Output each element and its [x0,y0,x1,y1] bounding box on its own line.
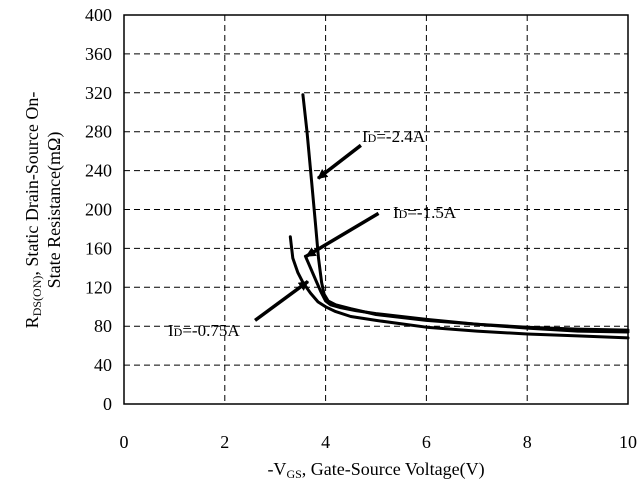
x-tick-label: 4 [321,432,330,452]
y-tick-label: 240 [85,161,112,181]
y-tick-label: 0 [103,394,112,414]
annotation-arrow [305,211,380,258]
y-tick-label: 40 [94,355,112,375]
y-tick-label: 320 [85,83,112,103]
y-tick-label: 360 [85,44,112,64]
y-tick-label: 120 [85,277,112,297]
x-tick-label: 6 [422,432,431,452]
x-tick-label: 8 [523,432,532,452]
plot-frame [123,14,629,405]
svg-text:State Resistance(mΩ): State Resistance(mΩ) [44,132,65,289]
y-tick-label: 400 [85,5,112,25]
x-tick-label: 10 [619,432,637,452]
annotation-arrow [254,280,309,322]
svg-text:RDS(ON), Static Drain-Source O: RDS(ON), Static Drain-Source On- [22,92,44,329]
series-lines [288,93,630,340]
series-line [301,93,630,332]
x-tick-label: 2 [220,432,229,452]
x-tick-label: 0 [120,432,129,452]
annotation-label: ID=-0.75A [168,321,240,340]
x-axis-title: -VGS, Gate-Source Voltage(V) [267,459,484,481]
annotation-arrow [316,143,362,180]
grid-lines [124,15,628,404]
annotation-label: ID=-1.5A [393,203,457,222]
series-line [288,235,630,340]
series-line [303,254,630,334]
y-tick-label: 280 [85,122,112,142]
annotation-label: ID=-2.4A [362,127,426,146]
x-tick-labels: 0 2 4 6 8 10 [120,432,638,452]
y-tick-label: 160 [85,238,112,258]
y-axis-title: RDS(ON), Static Drain-Source On- State R… [22,92,65,329]
y-tick-label: 200 [85,200,112,220]
y-tick-labels: 0 40 80 120 160 200 240 280 320 360 400 [85,5,112,414]
y-tick-label: 80 [94,316,112,336]
annotations: ID=-2.4A ID=-1.5A ID=-0.75A [168,127,457,340]
